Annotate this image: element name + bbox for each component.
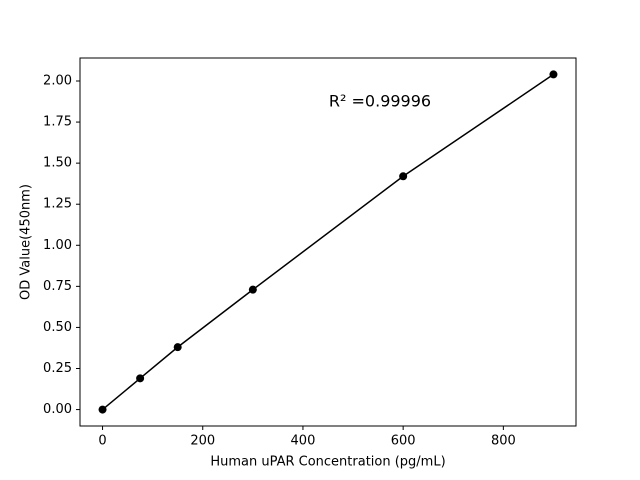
x-tick-label: 0: [98, 434, 106, 449]
y-axis-label: OD Value(450nm): [19, 184, 34, 300]
y-tick-label: 0.25: [43, 361, 72, 376]
marker: [136, 374, 145, 383]
annotation: R² =0.99996: [329, 92, 431, 111]
y-tick-label: 1.75: [43, 115, 72, 130]
y-tick-label: 2.00: [43, 74, 72, 89]
marker: [549, 70, 558, 79]
y-tick-label: 1.25: [43, 197, 72, 212]
y-tick-label: 0.75: [43, 279, 72, 294]
x-tick-label: 800: [491, 434, 516, 449]
marker: [399, 172, 408, 181]
marker: [248, 285, 257, 294]
y-tick-label: 0.50: [43, 320, 72, 335]
line: [102, 73, 554, 411]
plot-frame: [79, 57, 577, 427]
marker: [173, 343, 182, 352]
y-tick-label: 1.00: [43, 238, 72, 253]
x-tick-label: 200: [190, 434, 215, 449]
x-axis-label: Human uPAR Concentration (pg/mL): [210, 455, 445, 470]
x-tick-label: 400: [291, 434, 316, 449]
x-tick-label: 600: [391, 434, 416, 449]
y-tick-label: 0.00: [43, 402, 72, 417]
marker: [98, 405, 107, 414]
y-tick-label: 1.50: [43, 156, 72, 171]
